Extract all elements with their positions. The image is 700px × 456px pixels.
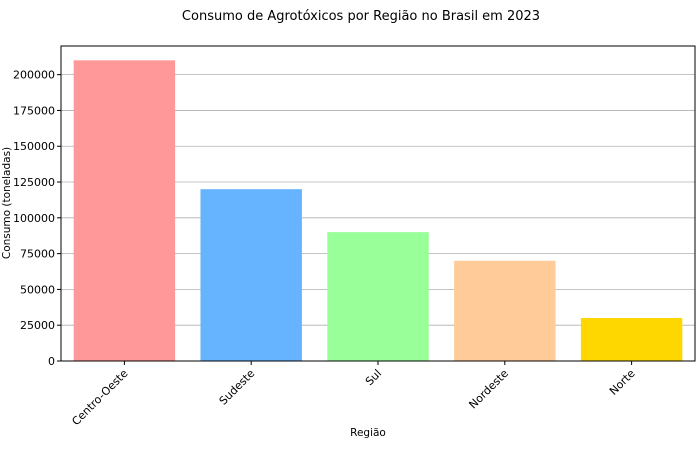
y-tick-label: 100000	[13, 212, 55, 225]
x-axis-ticks: Centro-Oeste Sudeste Sul Nordeste Norte	[69, 361, 638, 428]
y-tick-label: 175000	[13, 104, 55, 117]
y-tick-label: 25000	[20, 319, 55, 332]
y-tick-label: 150000	[13, 140, 55, 153]
x-tick-label: Sul	[363, 367, 384, 388]
x-tick-label: Sudeste	[217, 367, 258, 408]
chart-title: Consumo de Agrotóxicos por Região no Bra…	[182, 9, 540, 24]
bar	[454, 260, 556, 361]
bar	[327, 232, 429, 361]
x-tick-label: Norte	[607, 367, 638, 398]
x-tick-label: Centro-Oeste	[69, 367, 130, 428]
y-tick-label: 200000	[13, 69, 55, 82]
x-axis-label: Região	[350, 427, 386, 439]
y-tick-label: 0	[48, 355, 55, 368]
y-axis-ticks: 0 25000 50000 75000 100000 125000 150000 175000…	[13, 69, 61, 368]
bar	[73, 60, 176, 362]
y-tick-label: 75000	[20, 248, 55, 261]
y-tick-label: 50000	[20, 283, 55, 296]
bar	[580, 318, 683, 361]
bars	[73, 60, 683, 362]
bar	[200, 189, 302, 361]
y-axis-label: Consumo (toneladas)	[1, 147, 13, 259]
x-tick-label: Nordeste	[466, 367, 511, 412]
y-tick-label: 125000	[13, 176, 55, 189]
